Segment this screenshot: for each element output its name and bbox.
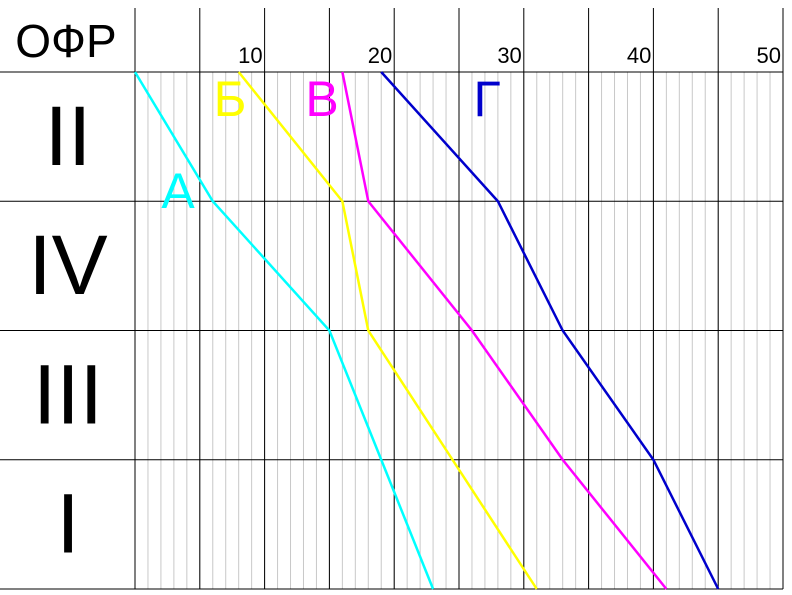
row-label: I xyxy=(56,477,79,571)
x-tick-label: 20 xyxy=(368,43,392,68)
series-label: Г xyxy=(473,71,500,127)
chart-title: ОФР xyxy=(15,15,116,67)
row-label: II xyxy=(45,89,92,183)
series-line xyxy=(380,71,720,590)
x-tick-label: 40 xyxy=(627,43,651,68)
x-tick-label: 30 xyxy=(497,43,521,68)
x-tick-label: 50 xyxy=(757,43,781,68)
series-label: А xyxy=(161,163,195,219)
series-line xyxy=(237,71,538,590)
series-line xyxy=(133,71,435,590)
series-label: В xyxy=(305,71,338,127)
x-tick-label: 10 xyxy=(238,43,262,68)
series-line xyxy=(341,71,668,590)
row-label: III xyxy=(33,347,103,441)
row-label: IV xyxy=(28,218,107,312)
series-label: Б xyxy=(214,71,247,127)
